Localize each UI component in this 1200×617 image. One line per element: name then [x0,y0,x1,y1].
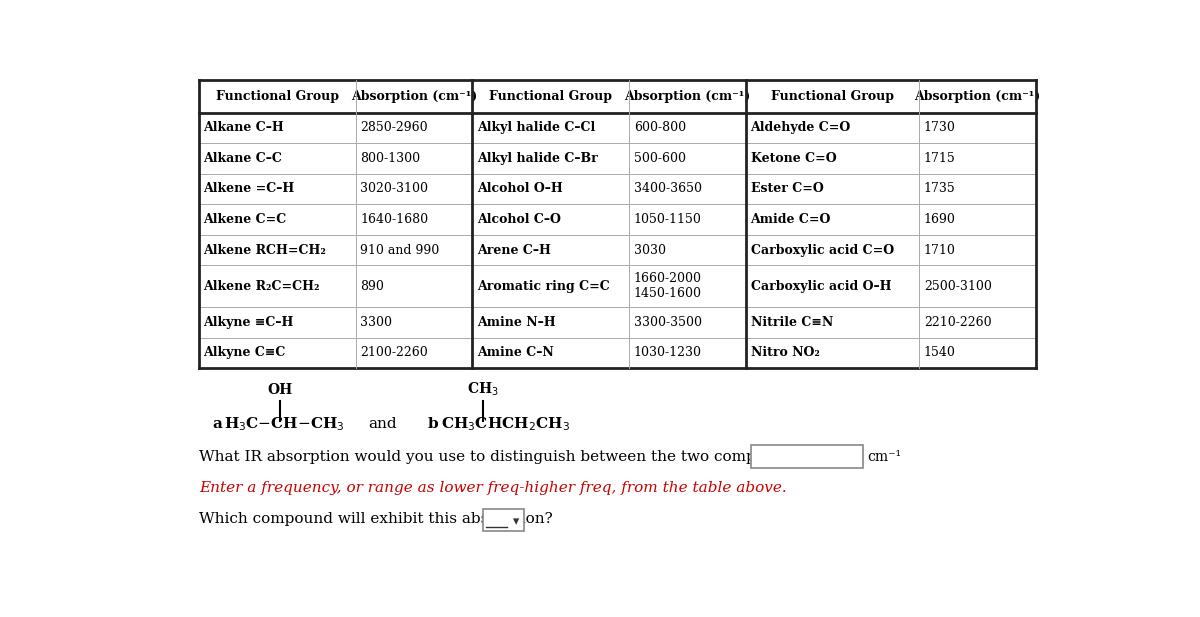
Text: 1715: 1715 [924,152,955,165]
Text: 1540: 1540 [924,346,955,360]
Text: Aldehyde C=O: Aldehyde C=O [750,122,851,135]
Text: Ketone C=O: Ketone C=O [750,152,836,165]
Text: 500-600: 500-600 [634,152,686,165]
Text: Alkyl halide C–Cl: Alkyl halide C–Cl [478,122,595,135]
Text: 1690: 1690 [924,213,955,226]
Text: Enter a frequency, or range as lower freq-higher freq, from the table above.: Enter a frequency, or range as lower fre… [199,481,786,495]
Text: Alkyne C≡C: Alkyne C≡C [204,346,286,360]
Text: a: a [212,417,222,431]
Text: and: and [368,417,397,431]
Text: 1640-1680: 1640-1680 [360,213,428,226]
Text: Ester C=O: Ester C=O [750,183,823,196]
Text: 1730: 1730 [924,122,955,135]
Text: Alkene =C–H: Alkene =C–H [204,183,295,196]
Text: H$_3$C$-$CH$-$CH$_3$: H$_3$C$-$CH$-$CH$_3$ [224,415,346,433]
Text: 3300: 3300 [360,316,392,329]
Text: Alkene R₂C=CH₂: Alkene R₂C=CH₂ [204,280,320,292]
Bar [199,80,1036,368]
Text: Alkane C–H: Alkane C–H [204,122,284,135]
Text: Nitro NO₂: Nitro NO₂ [750,346,820,360]
Text: CH$_3$CHCH$_2$CH$_3$: CH$_3$CHCH$_2$CH$_3$ [440,415,570,433]
Text: What IR absorption would you use to distinguish between the two compounds above?: What IR absorption would you use to dist… [199,450,860,464]
Text: Carboxylic acid C=O: Carboxylic acid C=O [750,244,894,257]
Text: 890: 890 [360,280,384,292]
Text: 2210-2260: 2210-2260 [924,316,991,329]
Text: Aromatic ring C=C: Aromatic ring C=C [478,280,610,292]
Text: Absorption (cm⁻¹): Absorption (cm⁻¹) [350,90,478,103]
Text: 600-800: 600-800 [634,122,686,135]
Text: 1660-2000
1450-1600: 1660-2000 1450-1600 [634,272,702,300]
Text: 2100-2260: 2100-2260 [360,346,428,360]
Text: Nitrile C≡N: Nitrile C≡N [750,316,833,329]
Text: OH: OH [268,383,293,397]
Text: Alcohol C–O: Alcohol C–O [478,213,560,226]
Text: Alkyl halide C–Br: Alkyl halide C–Br [478,152,598,165]
Text: 3400-3650: 3400-3650 [634,183,702,196]
Text: 910 and 990: 910 and 990 [360,244,439,257]
Bar [484,509,523,531]
Text: 3020-3100: 3020-3100 [360,183,428,196]
Text: 1030-1230: 1030-1230 [634,346,702,360]
Text: Alkyne ≡C–H: Alkyne ≡C–H [204,316,294,329]
Text: 2500-3100: 2500-3100 [924,280,991,292]
Text: 3030: 3030 [634,244,666,257]
Text: 1710: 1710 [924,244,955,257]
Text: 1735: 1735 [924,183,955,196]
Text: Amine N–H: Amine N–H [478,316,556,329]
Text: Functional Group: Functional Group [490,90,612,103]
Text: 1050-1150: 1050-1150 [634,213,702,226]
Text: Carboxylic acid O–H: Carboxylic acid O–H [750,280,892,292]
Text: 800-1300: 800-1300 [360,152,420,165]
Text: b: b [427,417,438,431]
Text: Alkene C=C: Alkene C=C [204,213,287,226]
Text: Which compound will exhibit this absorption?: Which compound will exhibit this absorpt… [199,512,552,526]
Text: Alkane C–C: Alkane C–C [204,152,282,165]
Text: Absorption (cm⁻¹): Absorption (cm⁻¹) [624,90,751,103]
Text: Absorption (cm⁻¹): Absorption (cm⁻¹) [914,90,1040,103]
Text: Functional Group: Functional Group [216,90,338,103]
Text: Alcohol O–H: Alcohol O–H [478,183,563,196]
Text: Amine C–N: Amine C–N [478,346,553,360]
Bar [751,445,863,468]
Text: Amide C=O: Amide C=O [750,213,830,226]
Text: 2850-2960: 2850-2960 [360,122,428,135]
Text: Alkene RCH=CH₂: Alkene RCH=CH₂ [204,244,326,257]
Text: Functional Group: Functional Group [772,90,894,103]
Text: cm⁻¹: cm⁻¹ [868,450,901,464]
Text: 3300-3500: 3300-3500 [634,316,702,329]
Text: ▾: ▾ [512,515,518,528]
Text: CH$_3$: CH$_3$ [468,381,499,399]
Text: Arene C–H: Arene C–H [478,244,551,257]
